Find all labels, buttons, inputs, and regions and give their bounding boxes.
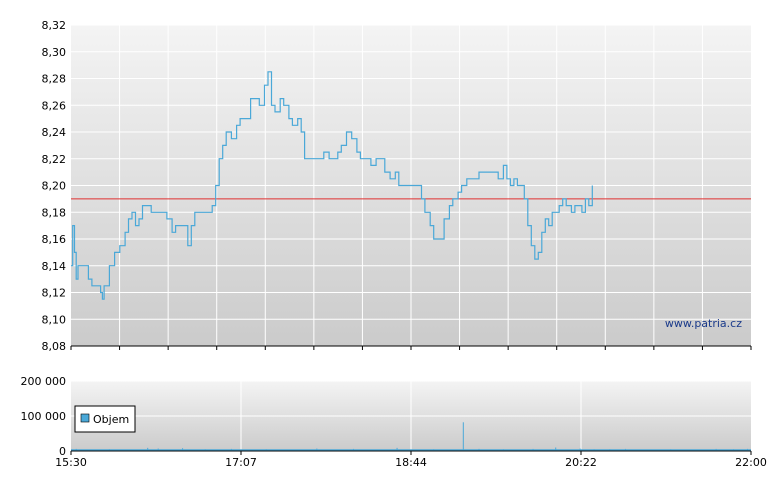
price-y-tick-label: 8,24 (42, 126, 67, 139)
volume-x-axis-labels: 15:30 17:07 18:44 20:22 22:00 (55, 451, 767, 469)
price-y-tick-label: 8,30 (42, 46, 67, 59)
price-y-tick-label: 8,18 (42, 206, 67, 219)
x-tick-label: 20:22 (565, 456, 597, 469)
price-y-tick-label: 8,08 (42, 340, 67, 353)
price-y-axis: 8,08 8,10 8,12 8,14 8,16 8,18 8,20 8,22 8,24 8,26… (42, 19, 67, 353)
volume-legend: Objem (74, 405, 136, 433)
volume-panel: 0 100 000 200 000 15:30 17:07 18:44 20:22 22:0… (21, 375, 767, 469)
price-y-tick-label: 8,22 (42, 153, 67, 166)
price-y-tick-label: 8,26 (42, 99, 67, 112)
volume-y-axis: 0 100 000 200 000 (21, 375, 67, 458)
volume-y-tick-label: 0 (59, 445, 66, 458)
volume-grid (71, 380, 751, 451)
watermark: www.patria.cz (665, 317, 742, 330)
price-y-tick-label: 8,20 (42, 180, 67, 193)
price-panel: 8,08 8,10 8,12 8,14 8,16 8,18 8,20 8,22 8,24 8,26… (42, 19, 752, 353)
x-tick-label: 22:00 (735, 456, 767, 469)
price-y-tick-label: 8,12 (42, 287, 67, 300)
legend-label: Objem (93, 413, 129, 426)
price-y-tick-label: 8,10 (42, 313, 67, 326)
volume-y-tick-label: 100 000 (21, 410, 67, 423)
price-y-tick-label: 8,32 (42, 19, 67, 32)
x-tick-label: 18:44 (395, 456, 427, 469)
price-series-line (71, 71, 593, 300)
x-tick-label: 17:07 (225, 456, 257, 469)
x-tick-label: 15:30 (55, 456, 87, 469)
price-y-tick-label: 8,16 (42, 233, 67, 246)
price-x-ticks (70, 346, 752, 350)
price-y-tick-label: 8,14 (42, 260, 67, 273)
volume-y-tick-label: 200 000 (21, 375, 67, 388)
price-y-tick-label: 8,28 (42, 73, 67, 86)
legend-swatch-icon (80, 413, 90, 423)
